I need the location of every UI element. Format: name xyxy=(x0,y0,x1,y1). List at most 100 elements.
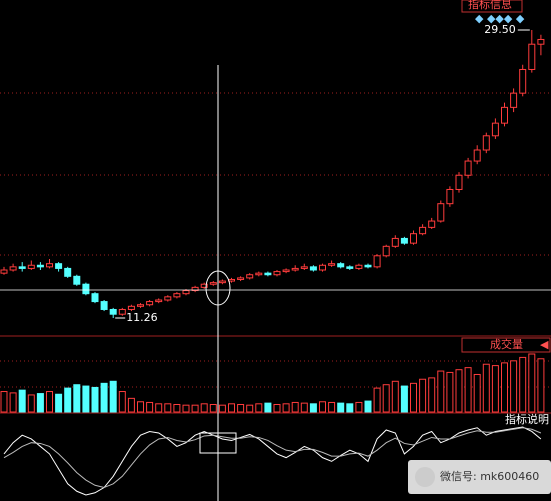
wechat-icon xyxy=(415,467,435,487)
candle-body xyxy=(419,226,427,235)
volume-bar xyxy=(82,385,90,413)
volume-bar xyxy=(446,371,454,413)
dropdown-arrow: ◀ xyxy=(540,338,549,351)
volume-bar xyxy=(9,392,17,413)
volume-bar xyxy=(410,382,417,413)
volume-bar xyxy=(200,403,208,413)
volume-bar xyxy=(18,389,26,413)
diamonds: ◆ ◆◆◆ ◆ xyxy=(475,12,525,25)
volume-bar xyxy=(464,367,472,413)
volume-bar xyxy=(473,373,481,413)
volume-bar xyxy=(337,402,345,413)
candle-body xyxy=(309,266,317,271)
volume-bar xyxy=(391,380,399,413)
volume-bar xyxy=(228,403,235,413)
volume-box xyxy=(461,337,551,353)
candle-body xyxy=(400,237,408,244)
candle-body xyxy=(55,263,63,269)
candle-body xyxy=(73,275,81,285)
candle-body xyxy=(373,255,381,268)
volume-bar xyxy=(191,404,199,413)
volume-bar xyxy=(264,402,272,413)
candle-body xyxy=(455,174,463,190)
candle-body xyxy=(510,92,518,108)
volume-bar xyxy=(364,400,372,413)
volume-bar xyxy=(482,363,490,413)
volume-bar xyxy=(36,393,44,413)
candle-body xyxy=(319,264,326,271)
candle-body xyxy=(337,263,345,268)
volume-bar xyxy=(164,403,172,413)
watermark: 微信号: mk600460 xyxy=(440,469,539,483)
volume-bar xyxy=(501,362,508,413)
volume-title: 成交量 xyxy=(490,337,523,351)
candle-body xyxy=(391,237,399,247)
watermark-box xyxy=(408,460,551,494)
candle-body xyxy=(355,264,363,269)
candle-body xyxy=(428,220,436,228)
candle-body xyxy=(300,266,308,269)
volume-bar xyxy=(27,394,35,413)
candle-body xyxy=(446,188,454,205)
plot: 29.50 11.26 xyxy=(0,23,545,496)
high-label: 29.50 xyxy=(484,23,516,36)
candle-body xyxy=(91,293,99,303)
candle-body xyxy=(364,264,372,268)
volume-bar xyxy=(455,369,463,413)
candle-body xyxy=(218,280,226,284)
candle-body xyxy=(501,106,508,124)
candle-body xyxy=(146,301,154,306)
indicator-line xyxy=(3,427,542,489)
candle-body xyxy=(118,308,126,315)
volume-bar xyxy=(127,397,135,413)
volume-bar xyxy=(109,380,117,413)
candle-body xyxy=(237,277,245,280)
info-box xyxy=(461,0,523,13)
candle-body xyxy=(473,149,481,162)
candle-body xyxy=(46,263,53,268)
volume-bar xyxy=(528,353,536,413)
candle-body xyxy=(519,68,527,94)
volume-bar xyxy=(300,402,308,413)
volume-bar xyxy=(419,378,427,413)
volume-bar xyxy=(519,356,527,413)
volume-bar xyxy=(282,403,290,413)
candle-body xyxy=(100,301,108,310)
volume-bar xyxy=(382,384,390,413)
volume-bar xyxy=(291,401,299,413)
volume-bar xyxy=(146,401,154,413)
candle-body xyxy=(36,264,44,268)
candle-body xyxy=(282,269,290,273)
volume-bar xyxy=(255,403,263,413)
volume-bar xyxy=(209,403,217,413)
candle-body xyxy=(18,266,26,269)
volume-bar xyxy=(46,391,53,413)
volume-bar xyxy=(273,403,281,413)
candle-body xyxy=(528,43,536,70)
volume-bar xyxy=(182,404,190,413)
volume-bar xyxy=(237,403,245,413)
candle-body xyxy=(382,245,390,257)
indicator-title: 指标说明 xyxy=(505,412,549,426)
candle-body xyxy=(173,293,181,298)
candle-body xyxy=(82,283,90,295)
candle-body xyxy=(9,266,17,271)
volume-bar xyxy=(218,404,226,413)
candle-body xyxy=(273,271,281,276)
candle-body xyxy=(164,296,172,301)
candle-body xyxy=(64,267,72,277)
highlight-box xyxy=(199,432,237,454)
candle-body xyxy=(0,269,8,274)
candle-body xyxy=(200,283,208,288)
volume-bar xyxy=(73,384,81,413)
candle-body xyxy=(155,299,163,303)
volume-bar xyxy=(319,401,326,413)
volume-bar xyxy=(246,404,254,413)
volume-bar xyxy=(309,403,317,413)
candle-body xyxy=(109,308,117,315)
candle-body xyxy=(27,264,35,269)
info-title: 指标信息 xyxy=(468,0,512,11)
volume-bar xyxy=(137,401,144,413)
